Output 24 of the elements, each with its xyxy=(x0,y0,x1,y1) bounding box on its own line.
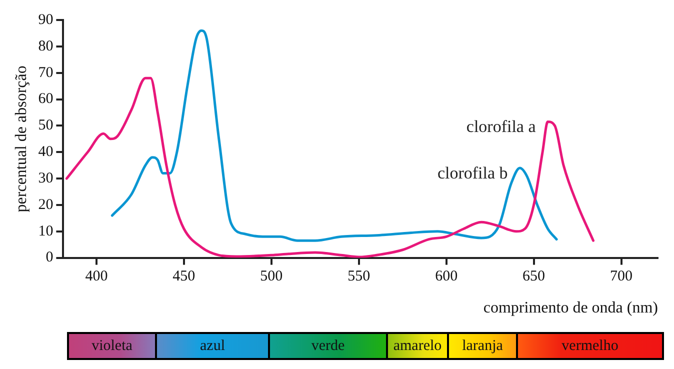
x-tick-label: 450 xyxy=(172,268,196,285)
y-tick-label: 50 xyxy=(38,118,54,134)
x-tick-label: 400 xyxy=(85,268,108,285)
x-tick-label: 600 xyxy=(435,268,458,285)
y-tick-label: 10 xyxy=(38,223,54,240)
y-tick-label: 90 xyxy=(38,12,54,28)
y-tick-label: 30 xyxy=(38,170,54,186)
y-axis-title: percentual de absorção xyxy=(12,66,30,212)
y-tick-label: 80 xyxy=(38,38,54,54)
line-series xyxy=(110,29,558,242)
spectrum-strip: violeta azul verde amarelo laranja vermelho xyxy=(67,332,664,360)
y-tick-label: 60 xyxy=(38,91,54,108)
series-label: clorofila a xyxy=(466,117,536,136)
y-tick-label: 20 xyxy=(38,196,54,213)
series-label: clorofila b xyxy=(437,163,508,182)
y-tick-label: 70 xyxy=(38,64,54,81)
x-tick-label: 650 xyxy=(522,268,546,285)
line-series xyxy=(65,76,595,258)
x-tick-label: 500 xyxy=(260,268,283,285)
x-tick-label: 700 xyxy=(610,268,633,285)
x-axis-title: comprimento de onda (nm) xyxy=(483,300,658,317)
y-tick-label: 0 xyxy=(46,250,54,266)
y-tick-label: 40 xyxy=(38,144,54,160)
x-tick-label: 550 xyxy=(348,268,370,285)
